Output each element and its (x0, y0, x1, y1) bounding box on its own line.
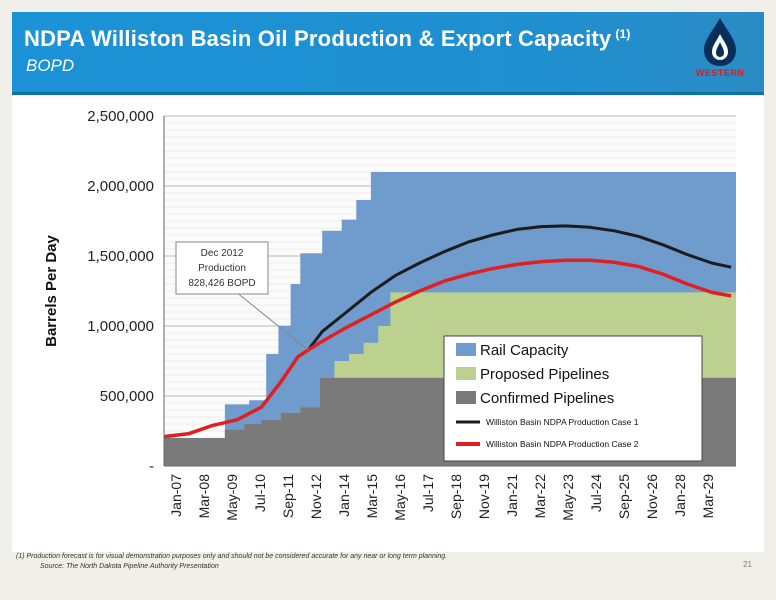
x-tick-label: Jan-14 (336, 474, 352, 517)
title-footnote-marker: (1) (615, 26, 631, 41)
forecast-footnote: (1) Production forecast is for visual de… (16, 553, 448, 560)
company-logo: WESTERN (686, 16, 754, 88)
x-tick-label: Nov-12 (308, 474, 324, 519)
x-tick-label: Mar-29 (700, 474, 716, 519)
y-tick-label: - (149, 458, 154, 475)
page-title-text: NDPA Williston Basin Oil Production & Ex… (24, 26, 612, 51)
production-capacity-chart: - 500,000 1,000,000 1,500,000 2,000,000 2,500… (12, 96, 764, 552)
chart-legend: Rail Capacity Proposed Pipelines Confirmed… (443, 335, 703, 462)
production-callout: Dec 2012 Production 828,426 BOPD (175, 241, 309, 351)
y-tick-label: 2,500,000 (87, 108, 154, 125)
oil-drop-icon (704, 18, 736, 66)
x-tick-label: Mar-22 (532, 474, 548, 519)
page-subtitle: BOPD (26, 56, 75, 75)
x-tick-label: Jan-21 (504, 474, 520, 517)
legend-box (443, 335, 703, 462)
x-tick-label: Jul-10 (252, 474, 268, 512)
callout-pointer (238, 293, 309, 351)
legend-label: Confirmed Pipelines (480, 390, 614, 407)
legend-label: Williston Basin NDPA Production Case 2 (486, 439, 639, 449)
legend-swatch (456, 391, 476, 404)
callout-text: 828,426 BOPD (188, 278, 255, 289)
x-tick-label: Jan-28 (672, 474, 688, 517)
x-tick-label: May-09 (224, 474, 240, 521)
x-tick-label: Nov-26 (644, 474, 660, 519)
x-tick-label: Sep-11 (280, 474, 296, 518)
x-tick-label: Mar-15 (364, 474, 380, 519)
legend-swatch (456, 343, 476, 356)
x-tick-label: Sep-18 (448, 474, 464, 519)
production-case-2-line (163, 258, 732, 439)
callout-text: Production (198, 263, 246, 274)
y-tick-label: 1,500,000 (87, 248, 154, 265)
axes: - 500,000 1,000,000 1,500,000 2,000,000 2,500… (43, 108, 736, 521)
callout-text: Dec 2012 (201, 248, 244, 259)
x-tick-label: Sep-25 (616, 474, 632, 519)
x-tick-label: Mar-08 (196, 474, 212, 519)
y-tick-label: 2,000,000 (87, 178, 154, 195)
legend-swatch (456, 367, 476, 380)
logo-wordmark: WESTERN (695, 68, 745, 78)
x-tick-label: Jul-17 (420, 474, 436, 512)
production-lines (163, 224, 732, 439)
y-tick-label: 500,000 (100, 388, 154, 405)
chart-panel: - 500,000 1,000,000 1,500,000 2,000,000 2,500… (12, 96, 764, 552)
x-tick-label: May-16 (392, 474, 408, 521)
x-tick-label: Nov-19 (476, 474, 492, 519)
legend-label: Rail Capacity (480, 342, 569, 359)
title-banner: NDPA Williston Basin Oil Production & Ex… (12, 12, 764, 95)
legend-label: Proposed Pipelines (480, 366, 609, 383)
legend-label: Williston Basin NDPA Production Case 1 (486, 417, 639, 427)
page-title: NDPA Williston Basin Oil Production & Ex… (24, 26, 631, 52)
page-number: 21 (743, 560, 752, 569)
y-tick-label: 1,000,000 (87, 318, 154, 335)
x-tick-label: Jan-07 (168, 474, 184, 517)
x-tick-label: May-23 (560, 474, 576, 521)
source-note: Source: The North Dakota Pipeline Author… (40, 563, 219, 570)
y-axis-title: Barrels Per Day (43, 234, 60, 346)
callout-box (175, 241, 269, 295)
x-tick-label: Jul-24 (588, 474, 604, 512)
